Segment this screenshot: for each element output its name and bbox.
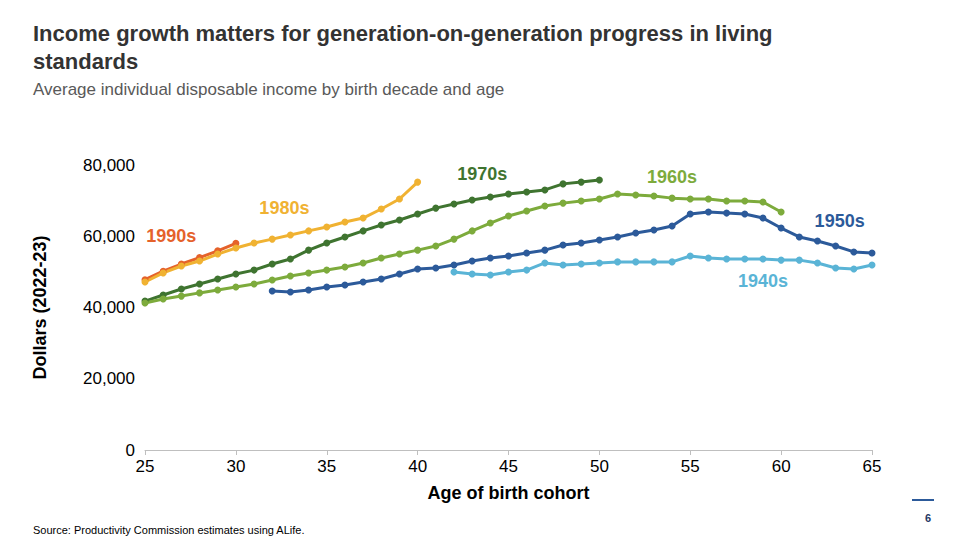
svg-text:1950s: 1950s [815,211,865,231]
svg-text:standards: standards [33,49,138,74]
svg-text:20,000: 20,000 [83,369,135,388]
svg-text:30: 30 [226,457,245,476]
svg-text:1990s: 1990s [146,226,196,246]
svg-text:1970s: 1970s [457,164,507,184]
svg-text:35: 35 [317,457,336,476]
svg-text:50: 50 [590,457,609,476]
svg-text:Age of birth cohort: Age of birth cohort [428,483,590,503]
svg-text:Dollars (2022-23): Dollars (2022-23) [30,235,50,379]
svg-text:1960s: 1960s [647,167,697,187]
svg-text:45: 45 [499,457,518,476]
svg-text:0: 0 [126,441,135,460]
svg-text:80,000: 80,000 [83,156,135,175]
svg-text:25: 25 [136,457,155,476]
svg-text:60,000: 60,000 [83,227,135,246]
svg-text:55: 55 [681,457,700,476]
svg-text:1940s: 1940s [738,271,788,291]
svg-text:60: 60 [772,457,791,476]
svg-text:Income growth matters for gene: Income growth matters for generation-on-… [33,21,779,46]
svg-text:Source: Productivity Commissio: Source: Productivity Commission estimate… [33,524,304,536]
svg-text:40,000: 40,000 [83,298,135,317]
svg-text:40: 40 [408,457,427,476]
svg-text:Average individual disposable: Average individual disposable income by … [33,80,504,99]
svg-text:1980s: 1980s [259,198,309,218]
svg-text:6: 6 [925,512,931,524]
svg-text:65: 65 [863,457,882,476]
